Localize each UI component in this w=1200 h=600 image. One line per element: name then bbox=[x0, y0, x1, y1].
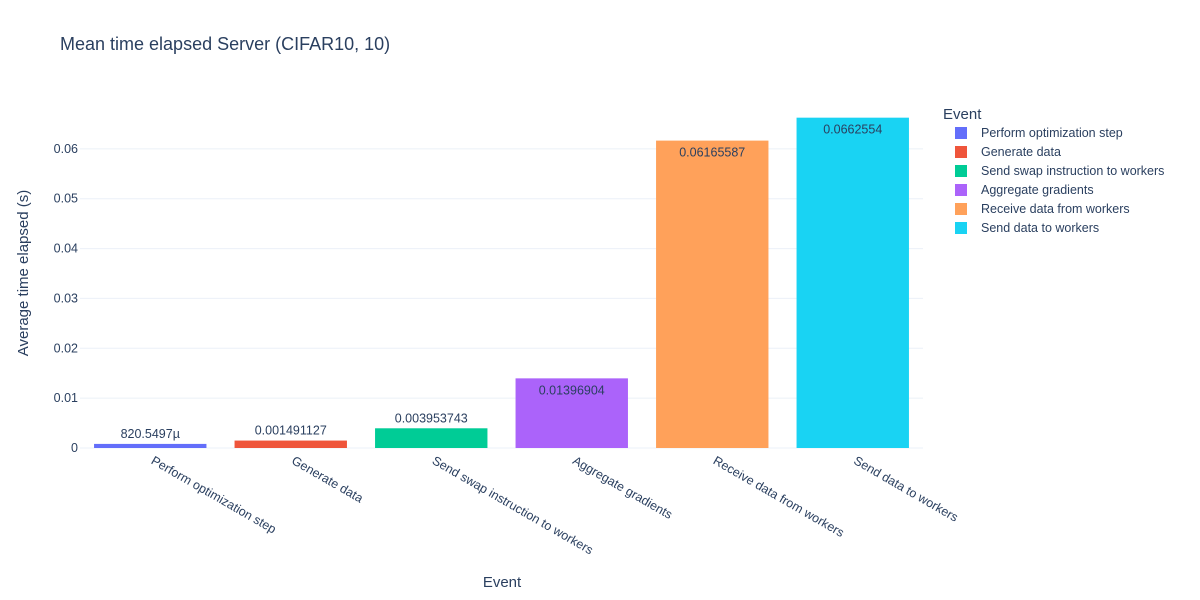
legend-swatch bbox=[955, 184, 967, 196]
y-tick-label: 0.02 bbox=[54, 341, 78, 355]
x-tick-label: Aggregate gradients bbox=[570, 453, 675, 521]
legend-entry: Generate data bbox=[981, 145, 1061, 159]
legend-swatch bbox=[955, 127, 967, 139]
y-tick-label: 0.03 bbox=[54, 291, 78, 305]
legend-entry: Receive data from workers bbox=[981, 202, 1130, 216]
data-label: 0.01396904 bbox=[539, 383, 605, 397]
data-label: 0.003953743 bbox=[395, 411, 468, 425]
data-label: 0.001491127 bbox=[255, 424, 327, 438]
legend-title: Event bbox=[943, 106, 982, 123]
legend-swatch bbox=[955, 203, 967, 215]
bar bbox=[94, 443, 207, 448]
y-tick-label: 0 bbox=[71, 441, 78, 455]
legend-entry: Send swap instruction to workers bbox=[981, 164, 1164, 178]
legend-swatch bbox=[955, 165, 967, 177]
y-axis-title: Average time elapsed (s) bbox=[15, 190, 32, 356]
chart-title: Mean time elapsed Server (CIFAR10, 10) bbox=[60, 34, 390, 54]
bar bbox=[375, 428, 488, 448]
data-label: 0.0662554 bbox=[823, 123, 882, 137]
data-label: 820.5497µ bbox=[121, 427, 180, 441]
y-tick-label: 0.01 bbox=[54, 391, 78, 405]
x-tick-label: Perform optimization step bbox=[149, 453, 279, 536]
legend: Event Perform optimization step Generate … bbox=[943, 106, 1164, 235]
x-tick-label: Send data to workers bbox=[851, 453, 960, 524]
bars: 820.5497µ 0.001491127 0.003953743 0.0139690… bbox=[94, 117, 909, 449]
bar bbox=[515, 378, 628, 448]
y-axis-ticks: 0 0.01 0.02 0.03 0.04 0.05 0.06 bbox=[54, 142, 78, 455]
y-tick-label: 0.06 bbox=[54, 142, 78, 156]
legend-entry: Send data to workers bbox=[981, 221, 1099, 235]
x-axis-ticks: Perform optimization step Generate data Se… bbox=[149, 453, 961, 557]
gridlines bbox=[80, 148, 923, 449]
bar bbox=[234, 440, 347, 448]
legend-swatch bbox=[955, 146, 967, 158]
y-tick-label: 0.04 bbox=[54, 242, 78, 256]
x-tick-label: Generate data bbox=[289, 453, 365, 505]
legend-swatch bbox=[955, 222, 967, 234]
bar bbox=[656, 140, 769, 448]
x-axis-title: Event bbox=[483, 574, 522, 591]
y-tick-label: 0.05 bbox=[54, 192, 78, 206]
x-tick-label: Send swap instruction to workers bbox=[430, 453, 596, 557]
legend-items: Perform optimization step Generate data Se… bbox=[955, 126, 1164, 235]
legend-entry: Aggregate gradients bbox=[981, 183, 1094, 197]
x-tick-label: Receive data from workers bbox=[711, 453, 847, 539]
bar bbox=[796, 117, 909, 449]
data-label: 0.06165587 bbox=[679, 146, 745, 160]
legend-entry: Perform optimization step bbox=[981, 126, 1123, 140]
